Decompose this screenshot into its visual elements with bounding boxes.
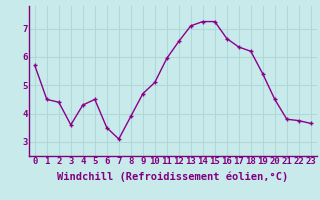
X-axis label: Windchill (Refroidissement éolien,°C): Windchill (Refroidissement éolien,°C) <box>57 172 288 182</box>
